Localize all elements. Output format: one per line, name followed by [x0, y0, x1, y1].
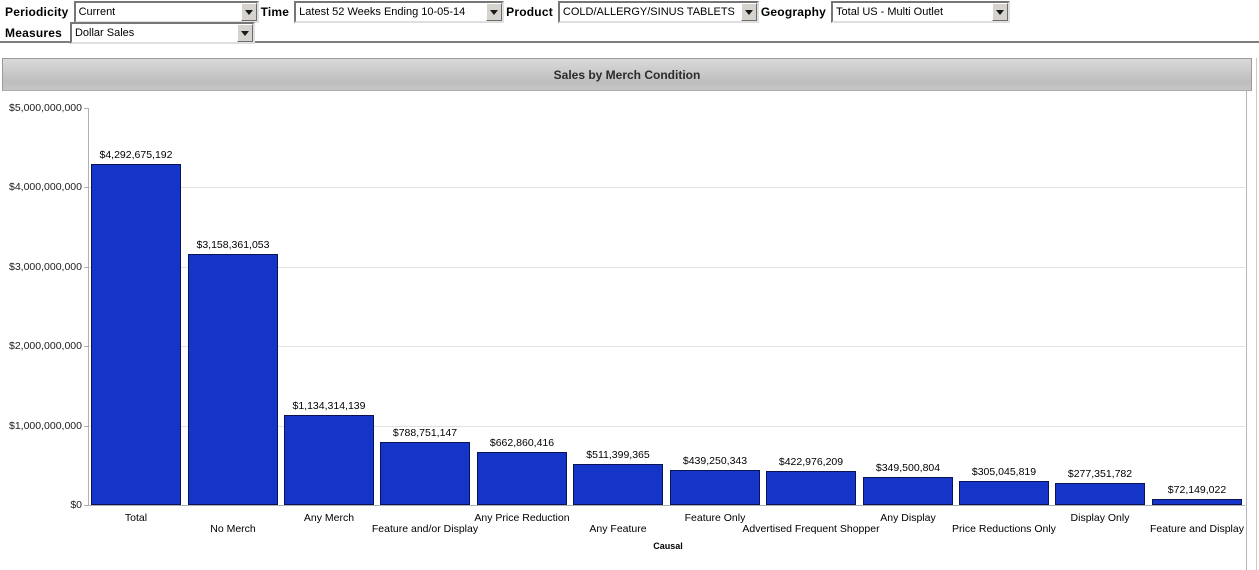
bar-any-merch[interactable]: [284, 415, 374, 505]
time-dropdown[interactable]: Latest 52 Weeks Ending 10-05-14: [294, 1, 505, 23]
product-label: Product: [506, 5, 553, 19]
bar-price-reductions-only[interactable]: [959, 481, 1049, 505]
chevron-down-icon[interactable]: [486, 3, 503, 21]
chevron-down-icon[interactable]: [236, 24, 253, 42]
time-value: Latest 52 Weeks Ending 10-05-14: [299, 6, 466, 18]
geography-value: Total US - Multi Outlet: [836, 6, 944, 18]
time-label: Time: [260, 5, 290, 19]
chart-title: Sales by Merch Condition: [2, 58, 1252, 91]
filter-row-1: Periodicity Current Time Latest 52 Weeks…: [3, 1, 1259, 23]
periodicity-value: Current: [78, 6, 116, 18]
x-axis-title: Causal: [653, 541, 683, 551]
panel-right-border: [1256, 58, 1257, 570]
bar-any-price-reduction[interactable]: [477, 452, 567, 505]
bar-any-display[interactable]: [863, 477, 953, 505]
product-value: COLD/ALLERGY/SINUS TABLETS: [562, 6, 735, 18]
bar-display-only[interactable]: [1055, 483, 1145, 505]
bar-feature-and-or-display[interactable]: [380, 442, 470, 505]
measures-label: Measures: [5, 26, 62, 40]
geography-label: Geography: [760, 5, 827, 19]
bar-feature-only[interactable]: [670, 470, 760, 505]
periodicity-dropdown[interactable]: Current: [73, 1, 259, 23]
bar-any-feature[interactable]: [573, 464, 663, 505]
bar-advertised-frequent-shopper[interactable]: [766, 471, 856, 505]
chevron-down-icon[interactable]: [240, 3, 257, 21]
measures-value: Dollar Sales: [74, 27, 135, 39]
geography-dropdown[interactable]: Total US - Multi Outlet: [831, 1, 1011, 23]
bar-total[interactable]: [91, 164, 181, 505]
bar-feature-and-display[interactable]: [1152, 499, 1242, 505]
bar-no-merch[interactable]: [188, 254, 278, 505]
measures-dropdown[interactable]: Dollar Sales: [69, 22, 255, 44]
chevron-down-icon[interactable]: [740, 3, 757, 21]
filter-row-2: Measures Dollar Sales: [3, 22, 1259, 44]
filter-bar: Periodicity Current Time Latest 52 Weeks…: [0, 0, 1259, 44]
periodicity-label: Periodicity: [5, 5, 69, 19]
product-dropdown[interactable]: COLD/ALLERGY/SINUS TABLETS: [557, 1, 759, 23]
chevron-down-icon[interactable]: [992, 3, 1009, 21]
